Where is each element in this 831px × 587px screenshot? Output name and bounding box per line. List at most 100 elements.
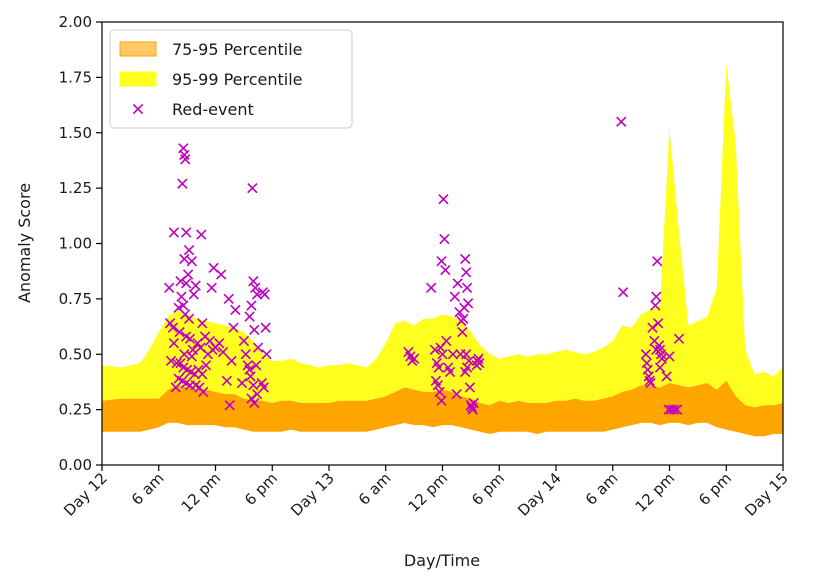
scatter-point <box>656 353 668 364</box>
scatter-point <box>652 256 663 267</box>
scatter-point <box>661 371 672 382</box>
y-tick-label: 0.50 <box>59 345 92 363</box>
scatter-point <box>645 377 656 389</box>
scatter-point <box>640 349 652 360</box>
scatter-point <box>247 182 258 194</box>
scatter-point <box>249 397 260 409</box>
scatter-point <box>671 404 683 415</box>
scatter-point <box>248 380 259 391</box>
scatter-point <box>441 335 452 347</box>
x-tick-label: 12 pm <box>178 469 225 516</box>
scatter-point <box>175 275 186 287</box>
scatter-point <box>432 380 443 391</box>
x-tick-label: 12 pm <box>632 469 679 516</box>
scatter-point <box>449 291 460 302</box>
band-95-99-percentile <box>102 64 783 408</box>
scatter-point <box>252 342 264 353</box>
scatter-point <box>184 333 196 344</box>
scatter-point <box>460 267 472 278</box>
legend-frame <box>109 29 353 129</box>
scatter-point <box>244 311 255 322</box>
scatter-point <box>171 357 182 369</box>
scatter-point <box>226 355 237 367</box>
x-tick-label: 6 am <box>355 469 395 509</box>
scatter-point <box>652 318 664 329</box>
scatter-point <box>457 326 468 338</box>
scatter-point <box>190 280 201 291</box>
legend-label-red-event: Red-event <box>172 100 254 119</box>
y-tick-label: 1.00 <box>59 235 92 253</box>
x-tick-label: 6 am <box>128 469 168 509</box>
scatter-point <box>216 269 227 280</box>
scatter-point <box>651 291 662 302</box>
scatter-point <box>163 282 175 293</box>
scatter-point <box>230 304 241 316</box>
scatter-point <box>164 318 176 329</box>
scatter-series <box>163 116 685 415</box>
scatter-point <box>429 344 441 355</box>
scatter-point <box>197 318 208 329</box>
scatter-point <box>460 366 471 378</box>
scatter-point <box>238 335 250 347</box>
scatter-point <box>436 395 447 406</box>
scatter-point <box>186 256 198 267</box>
scatter-point <box>452 278 463 289</box>
scatter-point <box>654 362 666 373</box>
x-tick-label: Day 14 <box>514 469 565 520</box>
plot-area <box>102 64 783 437</box>
y-tick-label: 0.75 <box>59 290 92 308</box>
scatter-point <box>240 349 251 360</box>
scatter-point <box>458 313 469 324</box>
scatter-point <box>179 349 190 360</box>
legend-swatch-95-99-percentile <box>119 71 157 87</box>
scatter-point <box>444 366 456 378</box>
y-tick-label: 1.50 <box>59 124 92 142</box>
scatter-point <box>261 349 272 360</box>
scatter-point <box>248 275 259 287</box>
scatter-point <box>181 278 192 289</box>
scatter-point <box>408 353 420 364</box>
scatter-point <box>439 233 450 245</box>
scatter-point <box>433 362 444 373</box>
scatter-point <box>251 360 262 371</box>
legend-marker-red-event <box>132 103 144 115</box>
scatter-point <box>440 264 451 276</box>
x-tick-label: 6 am <box>582 469 622 509</box>
x-tick-label: Day 12 <box>60 469 111 520</box>
scatter-point <box>221 375 233 386</box>
legend: 75-95 Percentile 95-99 Percentile Red-even… <box>109 29 353 129</box>
x-tick-label: 6 pm <box>241 469 281 509</box>
scatter-point <box>650 300 661 311</box>
scatter-point <box>168 227 180 238</box>
scatter-point <box>177 178 188 189</box>
scatter-point <box>206 282 217 293</box>
scatter-point <box>179 253 190 265</box>
scatter-point <box>165 355 177 367</box>
scatter-point <box>176 291 187 302</box>
scatter-point <box>196 229 207 240</box>
scatter-point <box>644 375 655 386</box>
scatter-point <box>245 371 256 382</box>
scatter-point <box>461 282 473 293</box>
scatter-point <box>224 400 235 411</box>
scatter-point <box>460 253 471 265</box>
scatter-point <box>460 349 472 360</box>
y-tick-label: 0.25 <box>59 401 92 419</box>
scatter-point <box>181 227 192 238</box>
scatter-point <box>180 154 191 165</box>
x-tick-label: 12 pm <box>405 469 452 516</box>
scatter-point <box>249 324 260 336</box>
scatter-point <box>471 360 482 371</box>
scatter-point <box>434 386 445 398</box>
scatter-point <box>451 388 462 400</box>
scatter-point <box>617 287 629 298</box>
y-tick-label: 0.00 <box>59 456 92 474</box>
scatter-point <box>468 397 479 409</box>
scatter-point <box>651 344 662 355</box>
scatter-point <box>260 322 271 333</box>
y-tick-label: 1.75 <box>59 68 92 86</box>
scatter-point <box>459 302 470 313</box>
scatter-point <box>236 377 248 389</box>
scatter-point <box>464 382 476 393</box>
